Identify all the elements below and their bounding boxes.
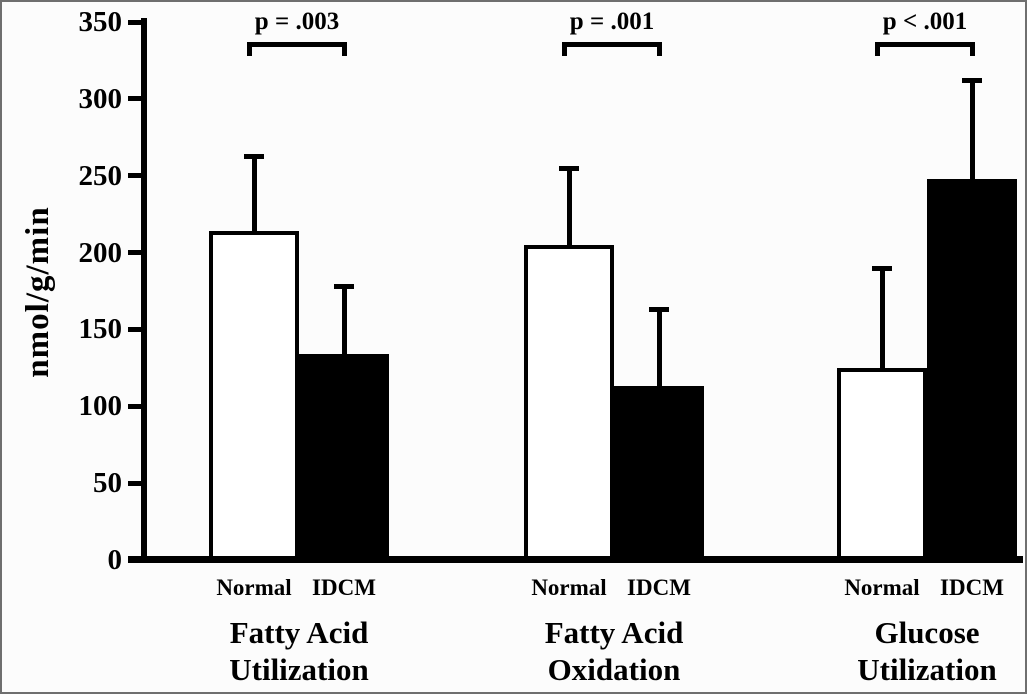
bar-normal-glucose-utilization [837,367,927,560]
y-tick-label: 150 [78,313,123,346]
y-tick-label: 50 [93,467,122,500]
bracket-end-tick [657,42,662,56]
bar-normal-fatty-acid-utilization [209,231,299,560]
error-bar-line [566,168,572,245]
error-bar-line [879,267,885,368]
bar-label: Normal [844,575,920,600]
bracket-end-tick [247,42,252,56]
group-title-line: Oxidation [547,652,681,687]
y-tick-label: 350 [78,6,123,38]
y-tick-label: 100 [78,390,123,423]
error-bar-line [969,80,975,179]
y-tick-label: 200 [78,236,123,269]
group-title: Fatty Acid Utilization [119,614,479,688]
significance-bracket [875,42,975,47]
bar-label: IDCM [627,575,691,600]
group-title-line: Utilization [229,652,369,687]
bar-idcm-glucose-utilization [927,178,1017,560]
group-title: Fatty Acid Oxidation [434,614,794,688]
group-title-line: Utilization [857,652,997,687]
y-tick-mark [128,173,141,179]
group-title-line: Fatty Acid [544,615,684,650]
bar-label: Normal [531,575,607,600]
error-bar-line [341,286,347,354]
error-bar-line [656,309,662,387]
error-bar-cap [334,284,354,290]
group-title-line: Glucose [874,615,980,650]
y-tick-mark [128,403,141,409]
y-tick-label: 0 [107,544,123,576]
bar-idcm-fatty-acid-oxidation [614,386,704,560]
significance-bracket [562,42,662,47]
error-bar-line [251,155,257,232]
y-tick-label: 300 [78,82,123,115]
bracket-end-tick [970,42,975,56]
y-tick-mark [128,326,141,332]
group-title-line: Fatty Acid [229,615,369,650]
y-tick-mark [128,96,141,102]
bar-label: Normal [216,575,292,600]
bracket-end-tick [562,42,567,56]
significance-label: p < .001 [882,8,968,35]
error-bar-cap [244,153,264,159]
significance-label: p = .001 [569,8,655,35]
error-bar-cap [872,265,892,271]
error-bar-cap [559,166,579,172]
significance-label: p = .003 [254,8,340,35]
y-tick-label: 250 [78,159,123,192]
bar-label: IDCM [312,575,376,600]
x-axis-line [128,556,1023,563]
bracket-end-tick [875,42,880,56]
bar-label: IDCM [940,575,1004,600]
group-title: Glucose Utilization [747,614,1025,688]
bar-normal-fatty-acid-oxidation [524,244,614,560]
significance-bracket [247,42,347,47]
bracket-end-tick [342,42,347,56]
error-bar-cap [649,307,669,313]
y-tick-mark [128,480,141,486]
bar-idcm-fatty-acid-utilization [299,354,389,560]
y-axis-line [141,18,147,560]
y-tick-mark [128,250,141,256]
error-bar-cap [962,78,982,84]
y-tick-mark [128,19,141,25]
